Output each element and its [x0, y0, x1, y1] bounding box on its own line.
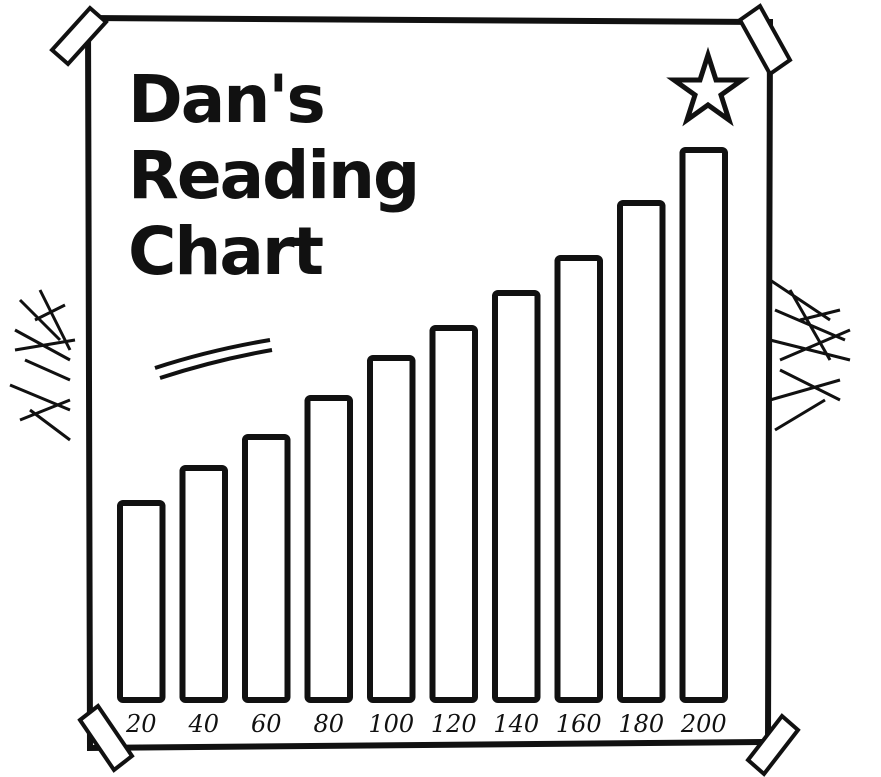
star — [666, 46, 750, 127]
tape — [49, 3, 801, 777]
bar — [179, 465, 228, 703]
x-tick-label: 140 — [493, 710, 539, 738]
scribble-right — [769, 278, 851, 432]
x-tick-label: 200 — [680, 710, 727, 738]
bar — [617, 200, 666, 703]
x-tick-label: 80 — [313, 710, 344, 738]
x-tick-label: 180 — [618, 710, 664, 738]
bar — [492, 290, 541, 703]
bar — [554, 255, 603, 703]
bar — [367, 355, 416, 703]
scribble-left — [9, 289, 76, 442]
bar — [679, 147, 728, 703]
chart-title: Dan's Reading Chart — [128, 61, 420, 290]
x-tick-label: 160 — [556, 710, 602, 738]
title-underline — [154, 338, 273, 380]
x-tick-label: 60 — [251, 710, 282, 738]
x-tick-label: 100 — [368, 710, 414, 738]
bar — [429, 325, 478, 703]
x-tick-label: 20 — [125, 710, 157, 738]
bar — [304, 395, 353, 703]
bar — [242, 434, 291, 703]
x-tick-label: 120 — [431, 710, 477, 738]
x-tick-label: 40 — [187, 710, 219, 738]
bar — [117, 500, 166, 703]
